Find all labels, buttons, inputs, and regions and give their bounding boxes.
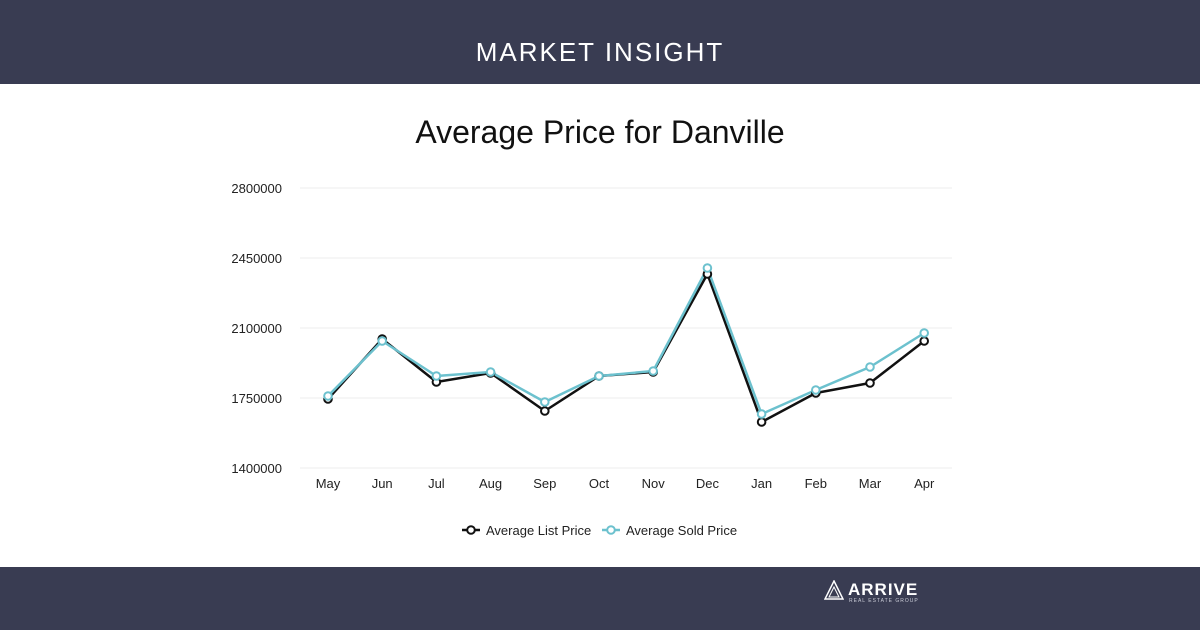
data-point-list	[865, 378, 875, 388]
series-line-sold	[327, 266, 925, 416]
y-tick-label: 2100000	[231, 321, 282, 336]
x-tick-label: Sep	[533, 476, 556, 491]
data-point-list	[540, 406, 550, 416]
data-point-sold	[919, 328, 930, 338]
x-tick-label: Nov	[642, 476, 666, 491]
data-point-sold	[702, 263, 713, 273]
x-tick-label: Apr	[914, 476, 935, 491]
x-tick-label: Jan	[751, 476, 772, 491]
x-tick-label: Aug	[479, 476, 502, 491]
y-tick-label: 2450000	[231, 251, 282, 266]
data-point-sold	[648, 366, 659, 376]
data-point-sold	[865, 362, 875, 372]
data-point-sold	[431, 371, 442, 381]
header-band	[0, 0, 1200, 84]
footer-band	[0, 567, 1200, 630]
data-point-list	[919, 336, 930, 346]
data-point-sold	[540, 397, 550, 407]
series-line-list	[327, 272, 925, 424]
legend-swatch-marker	[466, 525, 476, 535]
y-tick-label: 1400000	[231, 461, 282, 476]
x-tick-label: Mar	[859, 476, 882, 491]
brand-logo: ARRIVE REAL ESTATE GROUP	[824, 578, 934, 608]
x-tick-label: Jun	[372, 476, 393, 491]
y-tick-label: 2800000	[231, 181, 282, 196]
legend-swatch-marker	[606, 525, 616, 535]
triangle-logo-icon	[824, 580, 844, 600]
data-point-sold	[377, 336, 388, 346]
data-point-sold	[594, 371, 604, 381]
brand-tagline: REAL ESTATE GROUP	[849, 598, 919, 604]
data-point-sold	[756, 409, 767, 419]
legend-label: Average List Price	[486, 523, 591, 538]
data-point-sold	[485, 367, 496, 377]
x-tick-label: Feb	[805, 476, 827, 491]
y-tick-label: 1750000	[231, 391, 282, 406]
data-point-sold	[323, 391, 333, 401]
data-point-sold	[811, 385, 821, 395]
data-point-list	[756, 417, 767, 427]
x-tick-label: May	[316, 476, 341, 491]
x-tick-label: Oct	[589, 476, 610, 491]
x-tick-label: Jul	[428, 476, 445, 491]
x-tick-label: Dec	[696, 476, 720, 491]
brand-name: ARRIVE	[848, 580, 919, 599]
header-title: MARKET INSIGHT	[475, 37, 725, 67]
chart-title: Average Price for Danville	[415, 114, 785, 150]
legend-label: Average Sold Price	[626, 523, 737, 538]
